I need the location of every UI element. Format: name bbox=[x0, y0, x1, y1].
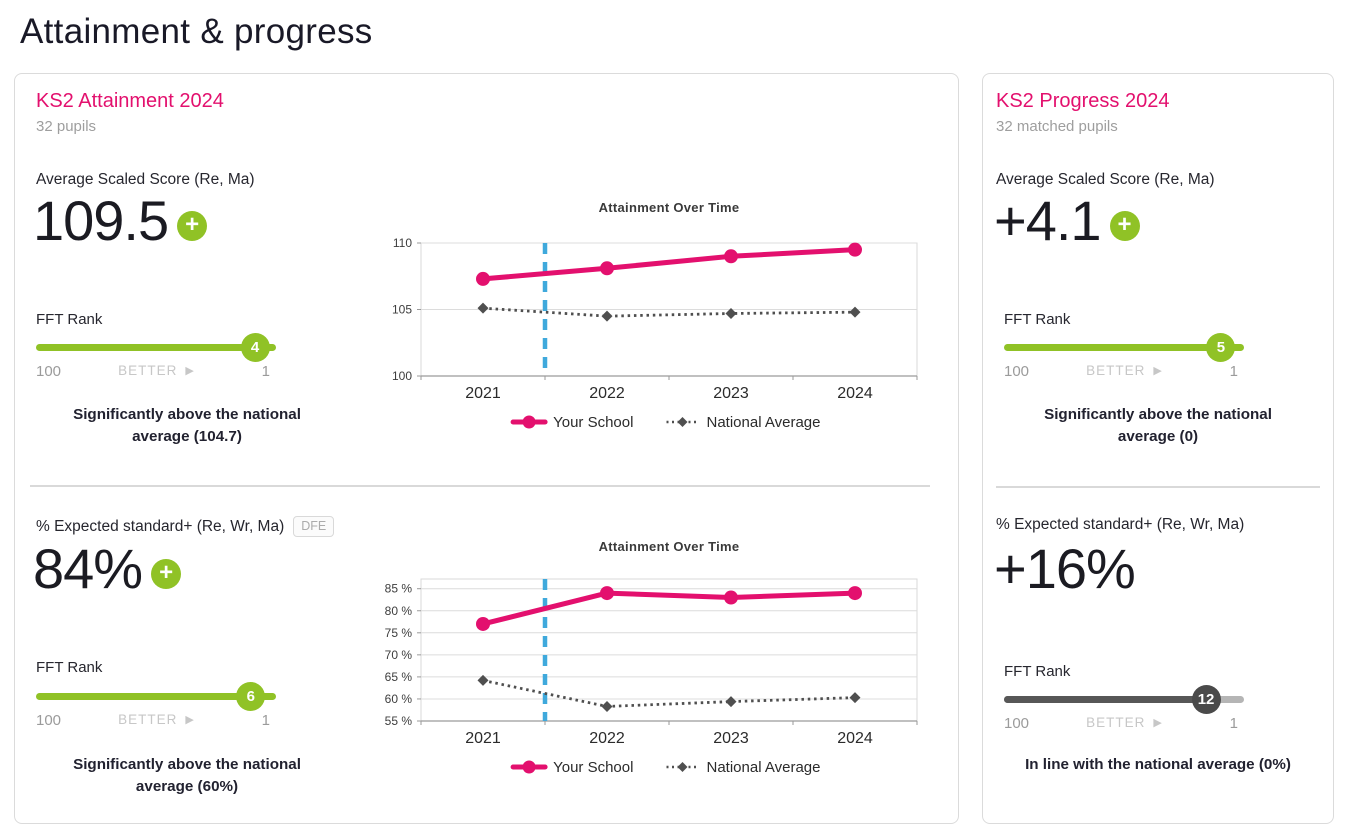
slider-track bbox=[36, 344, 276, 351]
card-heading: KS2 Attainment 2024 bbox=[36, 90, 224, 112]
metric-label: Average Scaled Score (Re, Ma) bbox=[996, 171, 1215, 189]
scale-left-label: 100 bbox=[36, 712, 62, 729]
ks2-progress-card: KS2 Progress 2024 32 matched pupils Aver… bbox=[982, 73, 1334, 824]
fft-rank-label: FFT Rank bbox=[36, 311, 103, 328]
metric-value-row: +16% bbox=[994, 537, 1136, 600]
fft-rank-badge: 4 bbox=[240, 333, 270, 362]
fft-rank-badge: 5 bbox=[1206, 333, 1236, 362]
slider-track bbox=[1004, 344, 1244, 351]
svg-text:2021: 2021 bbox=[465, 385, 501, 402]
scale-right-label: 1 bbox=[261, 363, 270, 380]
significance-text: In line with the national average (0%) bbox=[1025, 756, 1291, 773]
metric-value: +16% bbox=[994, 537, 1136, 600]
scale-mid-label: BETTER ▶ bbox=[1086, 715, 1162, 730]
fft-rank-slider: 6 bbox=[36, 681, 276, 712]
slider-scale: 100 BETTER ▶ 1 bbox=[36, 712, 276, 729]
scale-mid-label: BETTER ▶ bbox=[118, 363, 194, 378]
scale-mid-label: BETTER ▶ bbox=[1086, 363, 1162, 378]
svg-text:85 %: 85 % bbox=[385, 582, 413, 596]
metric-label: Average Scaled Score (Re, Ma) bbox=[36, 171, 255, 189]
fft-rank-badge: 6 bbox=[236, 682, 266, 711]
plus-icon[interactable] bbox=[1109, 210, 1140, 241]
slider-scale: 100 BETTER ▶ 1 bbox=[1004, 363, 1244, 380]
better-arrow-icon: ▶ bbox=[1153, 717, 1162, 729]
metric-value-row: +4.1 bbox=[994, 190, 1140, 252]
fft-rank-slider: 4 bbox=[36, 332, 276, 363]
dfe-badge[interactable]: DFE bbox=[293, 516, 335, 537]
better-arrow-icon: ▶ bbox=[1153, 365, 1162, 377]
section-divider bbox=[996, 486, 1320, 488]
slider-scale: 100 BETTER ▶ 1 bbox=[1004, 715, 1244, 732]
better-arrow-icon: ▶ bbox=[185, 365, 194, 377]
svg-text:2022: 2022 bbox=[589, 730, 625, 747]
svg-text:100: 100 bbox=[392, 369, 412, 383]
section-divider bbox=[30, 485, 930, 487]
metric-value-row: 84% bbox=[33, 537, 182, 600]
slider-fill bbox=[1004, 696, 1219, 703]
metric-value-row: 109.5 bbox=[33, 189, 208, 252]
svg-text:80 %: 80 % bbox=[385, 604, 413, 618]
svg-text:Your School: Your School bbox=[553, 414, 633, 431]
scale-left-label: 100 bbox=[36, 363, 62, 380]
metric-label-text: Average Scaled Score (Re, Ma) bbox=[36, 171, 255, 188]
attainment-over-time-chart-expected-standard: Attainment Over Time 55 % 60 % 65 % 70 % 75 %… bbox=[357, 535, 937, 783]
metric-label-text: % Expected standard+ (Re, Wr, Ma) bbox=[36, 517, 285, 535]
slider-scale: 100 BETTER ▶ 1 bbox=[36, 363, 276, 380]
svg-text:2023: 2023 bbox=[713, 730, 749, 747]
plus-icon[interactable] bbox=[177, 210, 208, 241]
svg-text:National Average: National Average bbox=[707, 414, 821, 431]
significance-text: Significantly above the national average… bbox=[73, 756, 301, 796]
page-title: Attainment & progress bbox=[20, 12, 373, 51]
scale-right-label: 1 bbox=[1229, 363, 1238, 380]
scale-mid-label: BETTER ▶ bbox=[118, 712, 194, 727]
ks2-attainment-card: KS2 Attainment 2024 32 pupils Average Sc… bbox=[14, 73, 959, 824]
svg-text:55 %: 55 % bbox=[385, 714, 413, 728]
metric-label-text: % Expected standard+ (Re, Wr, Ma) bbox=[996, 516, 1245, 533]
svg-text:110: 110 bbox=[393, 236, 412, 250]
metric-value: +4.1 bbox=[994, 189, 1102, 252]
card-subtitle: 32 matched pupils bbox=[996, 118, 1118, 135]
metric-value: 84% bbox=[33, 537, 143, 600]
fft-rank-slider: 5 bbox=[1004, 332, 1244, 363]
metric-label: % Expected standard+ (Re, Wr, Ma) DFE bbox=[36, 516, 335, 537]
card-heading: KS2 Progress 2024 bbox=[996, 90, 1170, 112]
svg-text:2023: 2023 bbox=[713, 385, 749, 402]
fft-rank-label: FFT Rank bbox=[1004, 663, 1071, 680]
svg-text:2021: 2021 bbox=[465, 730, 501, 747]
metric-label-text: Average Scaled Score (Re, Ma) bbox=[996, 171, 1215, 188]
svg-text:2024: 2024 bbox=[837, 730, 873, 747]
significance-text: Significantly above the national average… bbox=[73, 406, 301, 446]
fft-rank-badge: 12 bbox=[1191, 685, 1221, 714]
scale-left-label: 100 bbox=[1004, 363, 1030, 380]
svg-text:65 %: 65 % bbox=[385, 670, 413, 684]
svg-text:60 %: 60 % bbox=[385, 692, 413, 706]
metric-value: 109.5 bbox=[33, 189, 169, 252]
significance-text: Significantly above the national average… bbox=[1044, 406, 1272, 446]
attainment-over-time-chart-scaled-score: Attainment Over Time 100 105 110 2021 2022 202… bbox=[357, 196, 937, 444]
svg-text:Your School: Your School bbox=[553, 759, 633, 776]
metric-label: % Expected standard+ (Re, Wr, Ma) bbox=[996, 516, 1244, 534]
svg-text:75 %: 75 % bbox=[385, 626, 413, 640]
svg-text:National Average: National Average bbox=[707, 759, 821, 776]
scale-right-label: 1 bbox=[261, 712, 270, 729]
fft-rank-label: FFT Rank bbox=[1004, 311, 1071, 328]
slider-track bbox=[36, 693, 276, 700]
scale-right-label: 1 bbox=[1229, 715, 1238, 732]
card-subtitle: 32 pupils bbox=[36, 118, 97, 135]
scale-left-label: 100 bbox=[1004, 715, 1030, 732]
svg-text:2022: 2022 bbox=[589, 385, 625, 402]
plus-icon[interactable] bbox=[151, 558, 182, 589]
svg-text:2024: 2024 bbox=[837, 385, 873, 402]
svg-text:105: 105 bbox=[392, 303, 412, 317]
svg-text:Attainment Over Time: Attainment Over Time bbox=[599, 200, 740, 215]
better-arrow-icon: ▶ bbox=[185, 714, 194, 726]
fft-rank-label: FFT Rank bbox=[36, 659, 103, 676]
fft-rank-slider: 12 bbox=[1004, 684, 1244, 715]
svg-text:Attainment Over Time: Attainment Over Time bbox=[599, 539, 740, 554]
svg-text:70 %: 70 % bbox=[385, 648, 413, 662]
